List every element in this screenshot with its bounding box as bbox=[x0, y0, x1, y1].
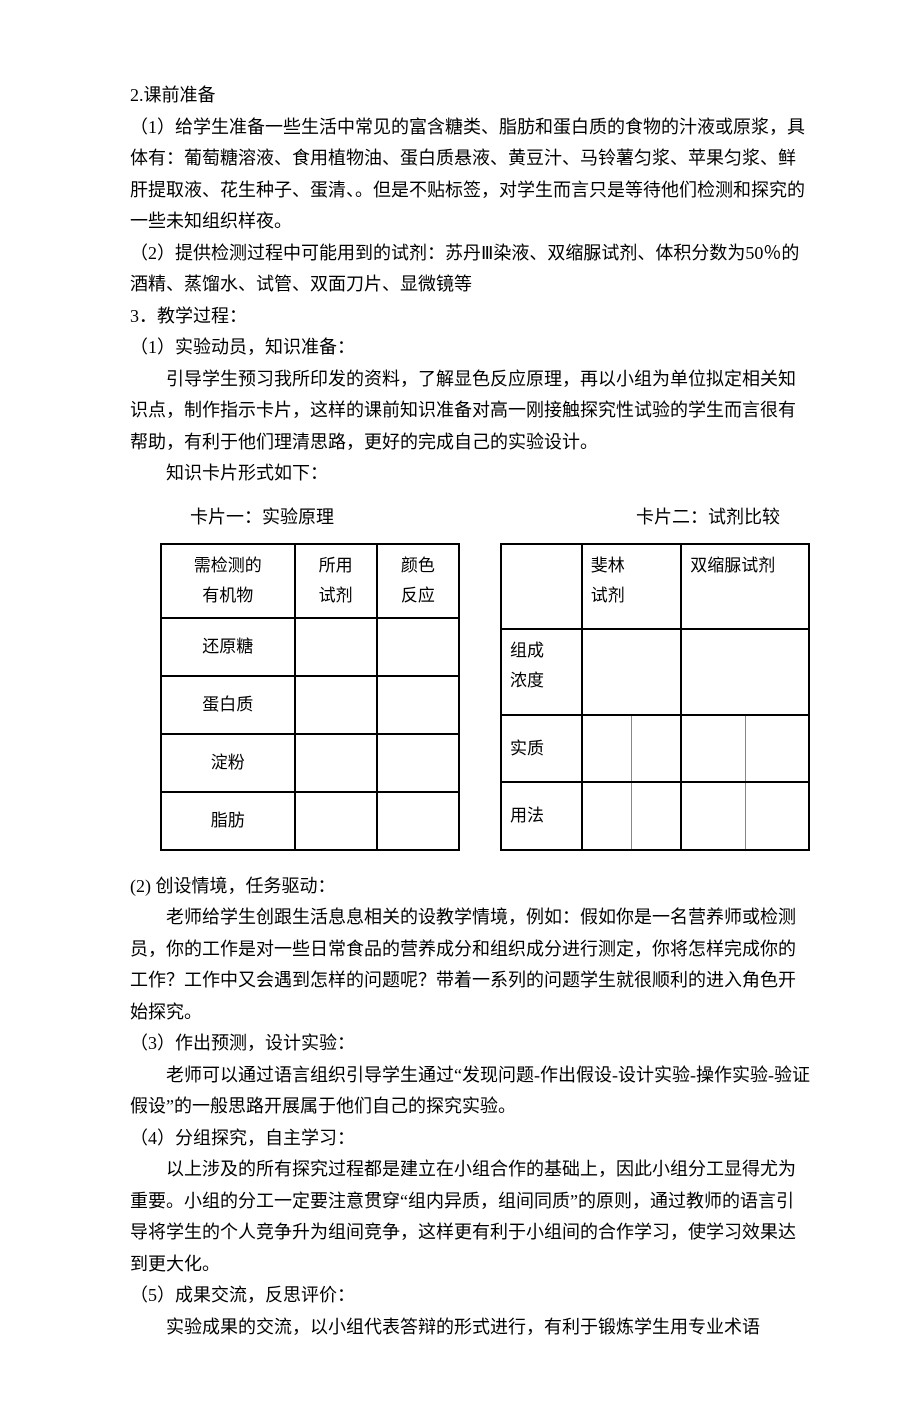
sec2-p2: （2）提供检测过程中可能用到的试剂：苏丹Ⅲ染液、双缩脲试剂、体积分数为50％的酒… bbox=[130, 238, 810, 301]
tables-row: 需检测的 有机物 所用 试剂 颜色 反应 还原糖 蛋白质 淀粉 脂肪 斐林 试剂… bbox=[130, 543, 810, 851]
sec3-s2-title: (2) 创设情境，任务驱动： bbox=[130, 871, 810, 903]
sec3-s4-title: （4）分组探究，自主学习： bbox=[130, 1123, 810, 1155]
t1-r1: 蛋白质 bbox=[161, 676, 295, 734]
t1-c02 bbox=[377, 618, 459, 676]
sec2-p1: （1）给学生准备一些生活中常见的富含糖类、脂肪和蛋白质的食物的汁液或原浆，具体有… bbox=[130, 112, 810, 238]
card2-title: 卡片二：试剂比较 bbox=[636, 502, 780, 534]
t1-c12 bbox=[377, 676, 459, 734]
t2-c02 bbox=[681, 629, 809, 714]
t2-c21 bbox=[582, 782, 682, 849]
sec3-s2-p: 老师给学生创跟生活息息相关的设教学情境，例如：假如你是一名营养师或检测员，你的工… bbox=[130, 902, 810, 1028]
t1-h0: 需检测的 有机物 bbox=[161, 544, 295, 618]
t2-h1: 斐林 试剂 bbox=[582, 544, 682, 629]
t1-c21 bbox=[295, 734, 377, 792]
t2-h2: 双缩脲试剂 bbox=[681, 544, 809, 629]
sec3-s1-p1: 引导学生预习我所印发的资料，了解显色反应原理，再以小组为单位拟定相关知识点，制作… bbox=[130, 364, 810, 459]
t1-h2: 颜色 反应 bbox=[377, 544, 459, 618]
sec3-s4-p: 以上涉及的所有探究过程都是建立在小组合作的基础上，因此小组分工显得尤为重要。小组… bbox=[130, 1154, 810, 1280]
sec3-s3-p: 老师可以通过语言组织引导学生通过“发现问题-作出假设-设计实验-操作实验-验证假… bbox=[130, 1060, 810, 1123]
sec3-title: 3．教学过程： bbox=[130, 301, 810, 333]
card1-title: 卡片一：实验原理 bbox=[190, 502, 334, 534]
t1-c11 bbox=[295, 676, 377, 734]
sec3-s5-title: （5）成果交流，反思评价： bbox=[130, 1280, 810, 1312]
table2: 斐林 试剂 双缩脲试剂 组成 浓度 实质 用法 bbox=[500, 543, 810, 851]
t2-c11 bbox=[582, 715, 682, 782]
t2-r2: 用法 bbox=[501, 782, 582, 849]
sec3-s3-title: （3）作出预测，设计实验： bbox=[130, 1028, 810, 1060]
t2-r0: 组成 浓度 bbox=[501, 629, 582, 714]
tables-titles-row: 卡片一：实验原理 卡片二：试剂比较 bbox=[130, 502, 810, 534]
t1-h1: 所用 试剂 bbox=[295, 544, 377, 618]
t2-c22 bbox=[681, 782, 809, 849]
t2-c01 bbox=[582, 629, 682, 714]
t1-r3: 脂肪 bbox=[161, 792, 295, 850]
t1-r0: 还原糖 bbox=[161, 618, 295, 676]
sec2-title: 2.课前准备 bbox=[130, 80, 810, 112]
t1-c01 bbox=[295, 618, 377, 676]
t1-c22 bbox=[377, 734, 459, 792]
t2-c12 bbox=[681, 715, 809, 782]
t1-c31 bbox=[295, 792, 377, 850]
t1-c32 bbox=[377, 792, 459, 850]
table1: 需检测的 有机物 所用 试剂 颜色 反应 还原糖 蛋白质 淀粉 脂肪 bbox=[160, 543, 460, 851]
sec3-s1-p2: 知识卡片形式如下： bbox=[130, 458, 810, 490]
sec3-s5-p: 实验成果的交流，以小组代表答辩的形式进行，有利于锻炼学生用专业术语 bbox=[130, 1312, 810, 1344]
t2-h0 bbox=[501, 544, 582, 629]
sec3-s1-title: （1）实验动员，知识准备： bbox=[130, 332, 810, 364]
t2-r1: 实质 bbox=[501, 715, 582, 782]
t1-r2: 淀粉 bbox=[161, 734, 295, 792]
